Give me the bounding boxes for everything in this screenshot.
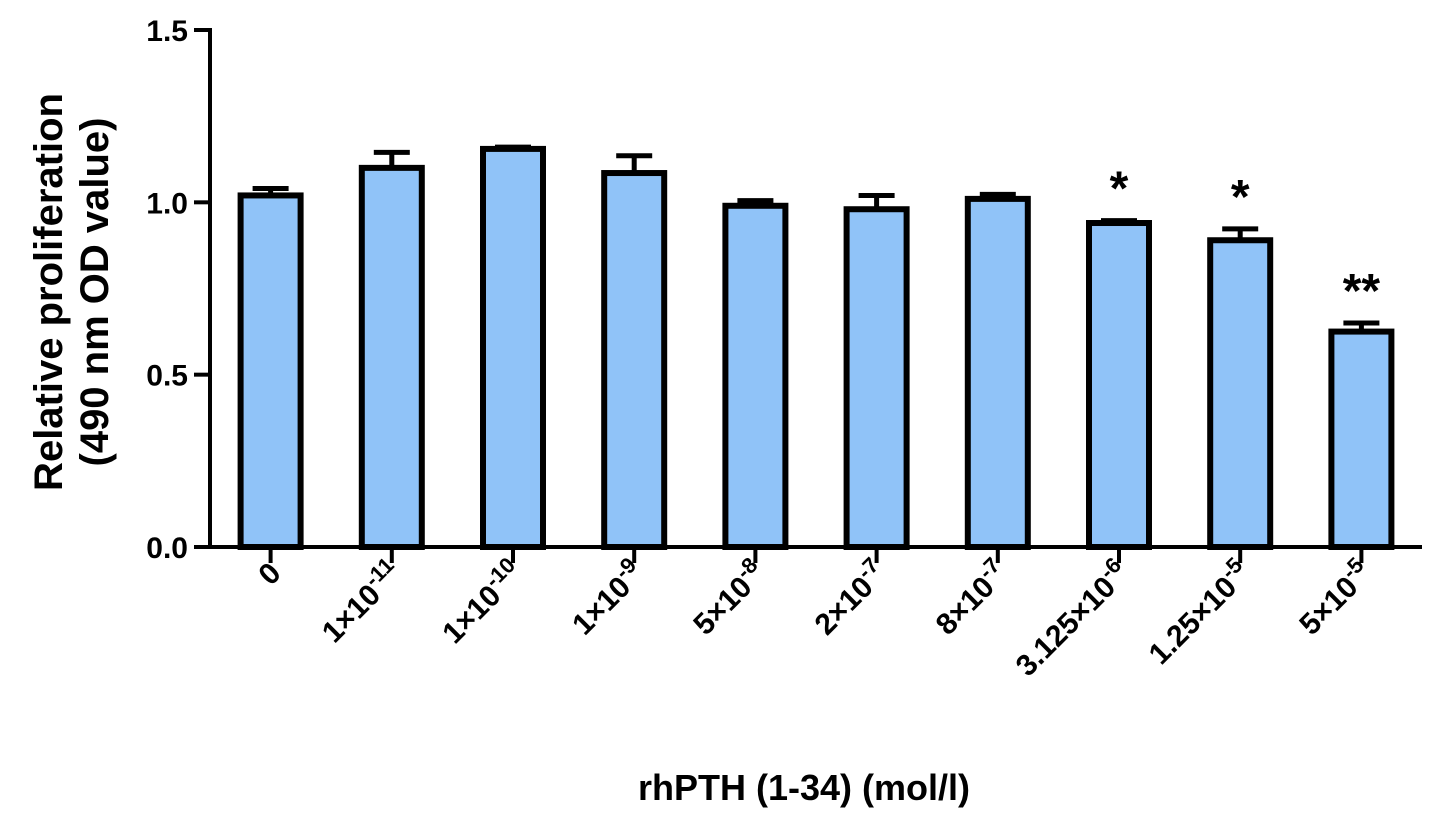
error-bar	[1222, 226, 1259, 241]
error-bar	[858, 192, 895, 210]
bar	[722, 202, 789, 550]
x-axis-ticks: 01×10-111×10-10 1×10-95×10-82×10-78×10-73…	[252, 547, 1378, 683]
error-bar	[737, 198, 774, 206]
bar	[237, 192, 304, 550]
x-tick-label: 5×10-5	[1289, 552, 1378, 641]
x-tick-label: 8×10-7	[926, 552, 1015, 641]
y-tick-label: 1.5	[146, 15, 188, 48]
bar	[358, 164, 425, 550]
bar	[1086, 220, 1152, 550]
x-tick-label: 1×10-9	[562, 552, 651, 641]
error-bars	[252, 144, 1380, 332]
significance-annotations: * ***	[1110, 163, 1381, 318]
significance-marker: *	[1110, 163, 1129, 216]
bar	[480, 145, 546, 550]
x-tick-label-base: 3.125×10	[1010, 570, 1122, 682]
error-bar	[373, 149, 410, 168]
error-bar	[495, 144, 531, 150]
significance-marker: *	[1231, 171, 1250, 224]
x-tick-label: 3.125×10-6	[1005, 552, 1135, 682]
y-tick-label: 0.0	[146, 532, 188, 565]
y-axis-title-line2: (490 nm OD value)	[73, 117, 117, 466]
x-axis-title: rhPTH (1-34) (mol/l)	[638, 767, 970, 808]
error-bar	[1101, 218, 1137, 224]
bars	[237, 145, 1395, 551]
bar	[843, 206, 910, 551]
error-bar	[979, 191, 1016, 199]
error-bar	[252, 186, 289, 196]
y-axis-title-line1: Relative proliferation	[27, 93, 71, 491]
y-axis-title: Relative proliferation (490 nm OD value)	[27, 93, 117, 491]
x-tick-label: 5×10-8	[683, 552, 772, 641]
bar	[1207, 237, 1274, 550]
error-bar	[1343, 320, 1380, 332]
bar	[1328, 328, 1395, 551]
x-tick-label: 1.25×10-5	[1138, 552, 1257, 671]
y-tick-label: 0.5	[146, 360, 188, 393]
x-tick-label-base: 1.25×10	[1143, 570, 1244, 671]
bar	[964, 195, 1031, 551]
x-tick-label: 1×10-11	[312, 552, 409, 649]
y-axis-ticks: 0.0 0.5 1.0 1.5	[146, 15, 210, 565]
significance-marker: **	[1343, 265, 1381, 318]
bar	[601, 170, 668, 551]
x-tick-label: 2×10-7	[804, 552, 893, 641]
y-tick-label: 1.0	[146, 187, 188, 220]
error-bar	[616, 153, 653, 174]
x-tick-label: 1×10-10	[432, 552, 530, 650]
